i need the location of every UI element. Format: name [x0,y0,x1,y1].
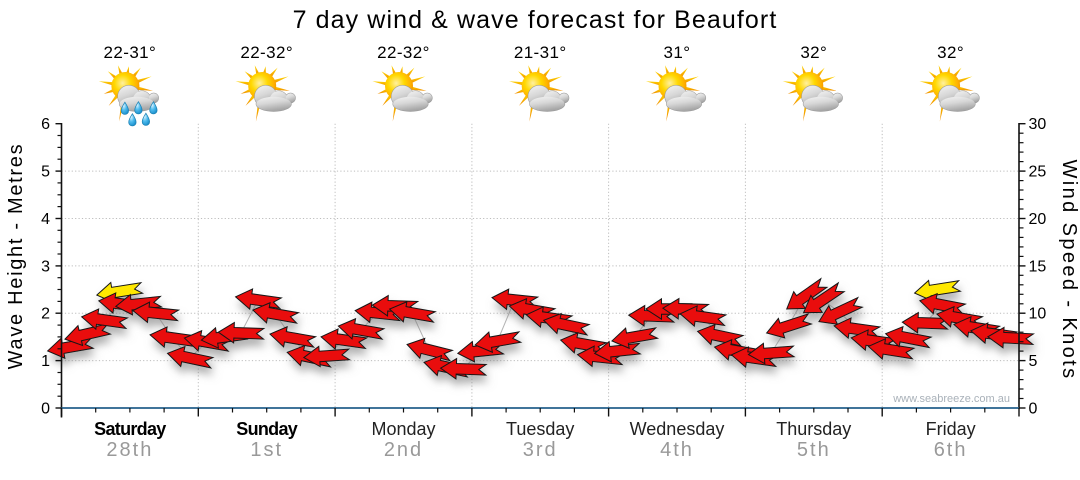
svg-text:3: 3 [41,258,50,275]
svg-text:7 day wind & wave forecast for: 7 day wind & wave forecast for Beaufort [293,6,778,34]
svg-text:3rd: 3rd [523,439,558,461]
svg-text:0: 0 [1029,401,1038,418]
svg-text:Friday: Friday [926,419,976,439]
svg-text:Tuesday: Tuesday [506,419,574,439]
svg-text:5th: 5th [797,439,831,461]
svg-text:5: 5 [41,164,50,181]
svg-text:15: 15 [1029,258,1047,275]
svg-text:0: 0 [41,401,50,418]
svg-text:32°: 32° [937,43,964,62]
svg-text:Wave Height - Metres: Wave Height - Metres [5,143,27,370]
svg-text:6th: 6th [934,439,968,461]
svg-text:Sunday: Sunday [236,419,298,439]
svg-text:20: 20 [1029,211,1047,228]
svg-text:22-32°: 22-32° [240,43,293,62]
svg-text:Saturday: Saturday [94,419,166,439]
svg-text:2: 2 [41,306,50,323]
svg-text:31°: 31° [664,43,691,62]
svg-text:10: 10 [1029,306,1047,323]
svg-text:Thursday: Thursday [776,419,851,439]
svg-text:21-31°: 21-31° [514,43,567,62]
svg-text:4th: 4th [660,439,694,461]
svg-text:28th: 28th [106,439,153,461]
svg-text:22-32°: 22-32° [377,43,430,62]
svg-text:4: 4 [41,211,50,228]
svg-text:32°: 32° [800,43,827,62]
svg-text:5: 5 [1029,353,1038,370]
svg-text:Wednesday: Wednesday [630,419,725,439]
svg-text:25: 25 [1029,164,1047,181]
svg-text:1: 1 [41,353,50,370]
svg-text:2nd: 2nd [384,439,423,461]
svg-text:30: 30 [1029,116,1047,133]
svg-text:22-31°: 22-31° [104,43,157,62]
svg-text:1st: 1st [250,439,283,461]
svg-text:6: 6 [41,116,50,133]
svg-text:Monday: Monday [371,419,435,439]
svg-text:www.seabreeze.com.au: www.seabreeze.com.au [892,393,1010,405]
svg-text:Wind Speed - Knots: Wind Speed - Knots [1058,159,1080,380]
